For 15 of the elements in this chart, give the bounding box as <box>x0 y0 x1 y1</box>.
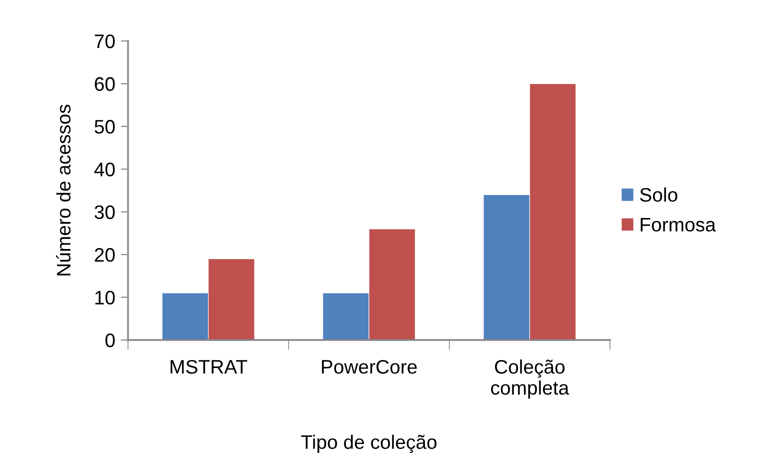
y-tick-label: 30 <box>94 205 115 220</box>
y-tick-label: 60 <box>94 77 115 91</box>
x-tick-label: MSTRAT <box>170 360 248 374</box>
y-tick-label: 10 <box>95 290 115 305</box>
x-tick-label: Coleção completa <box>491 359 570 399</box>
y-tick-label: 50 <box>94 120 115 134</box>
y-axis-title: Número de acessos <box>56 104 71 276</box>
legend-label: Formosa <box>640 218 716 232</box>
x-axis-title: Tipo de coleção <box>301 434 436 453</box>
y-tick-label: 40 <box>94 162 115 176</box>
legend-label: Solo <box>640 187 678 202</box>
x-tick-label: PowerCore <box>322 360 417 374</box>
y-tick-label: 70 <box>94 34 115 48</box>
y-tick-label: 0 <box>105 333 115 348</box>
y-tick-label: 20 <box>94 248 115 262</box>
